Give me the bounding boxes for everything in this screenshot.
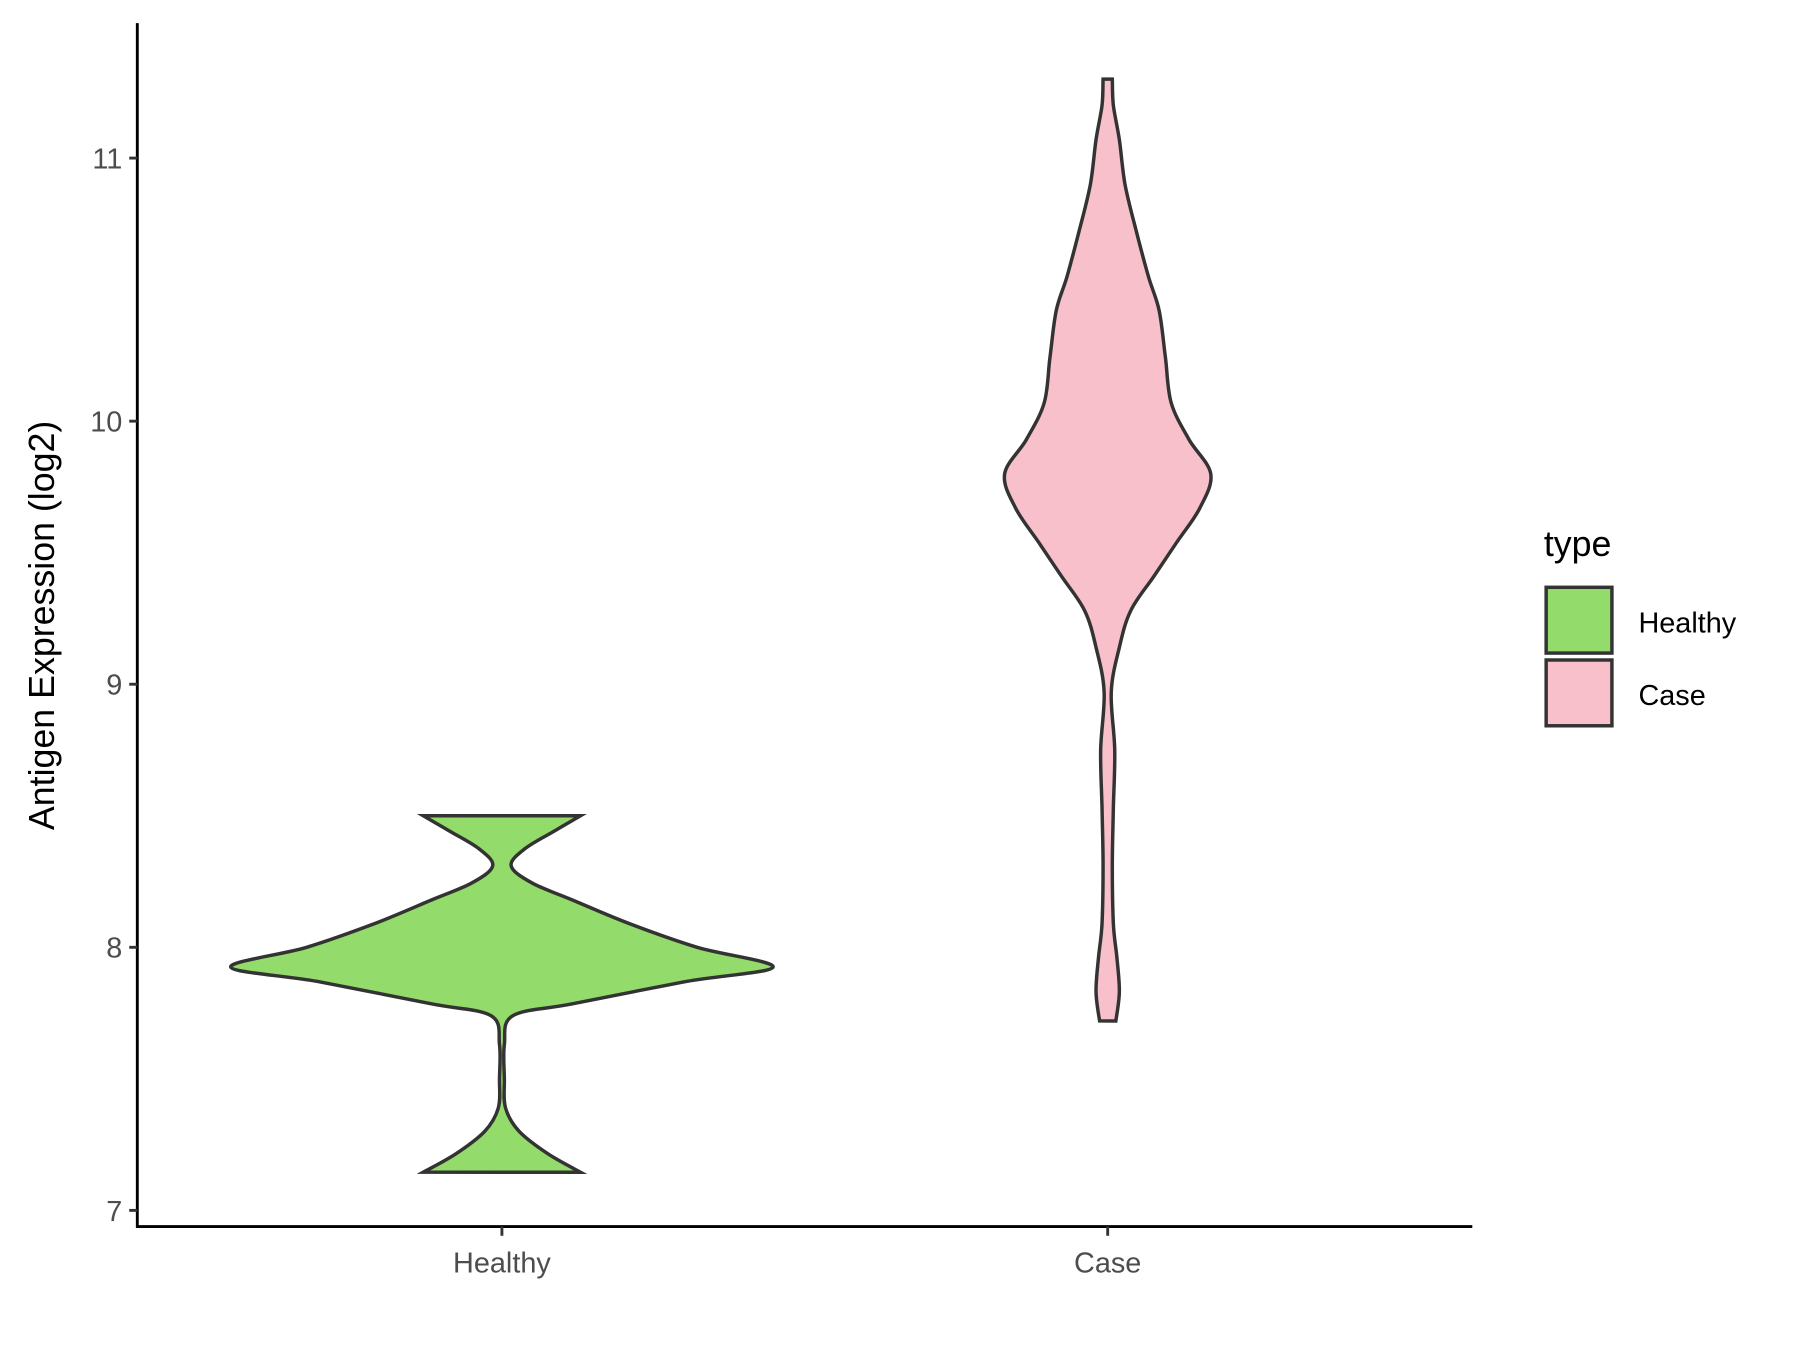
legend-label: Healthy xyxy=(1638,607,1736,639)
legend: type Healthy Case xyxy=(1544,524,1737,728)
legend-key-case xyxy=(1544,658,1614,728)
violin-healthy xyxy=(229,814,775,1174)
x-tick-label: Healthy xyxy=(453,1248,551,1280)
y-tick-label: 11 xyxy=(92,143,122,175)
legend-label: Case xyxy=(1638,680,1705,712)
legend-key-healthy xyxy=(1544,585,1614,655)
x-ticks: Healthy Case xyxy=(453,1226,1141,1280)
y-axis-label: Antigen Expression (log2) xyxy=(22,421,62,830)
violins xyxy=(229,77,1213,1174)
y-tick-label: 10 xyxy=(90,407,122,439)
y-ticks: 7 8 9 10 11 xyxy=(90,143,138,1228)
y-tick-label: 8 xyxy=(106,933,122,965)
y-tick-label: 9 xyxy=(106,670,122,702)
y-tick-label: 7 xyxy=(106,1196,122,1228)
x-tick-label: Case xyxy=(1074,1248,1141,1280)
violin-case xyxy=(1002,77,1213,1023)
legend-title: type xyxy=(1544,524,1612,564)
